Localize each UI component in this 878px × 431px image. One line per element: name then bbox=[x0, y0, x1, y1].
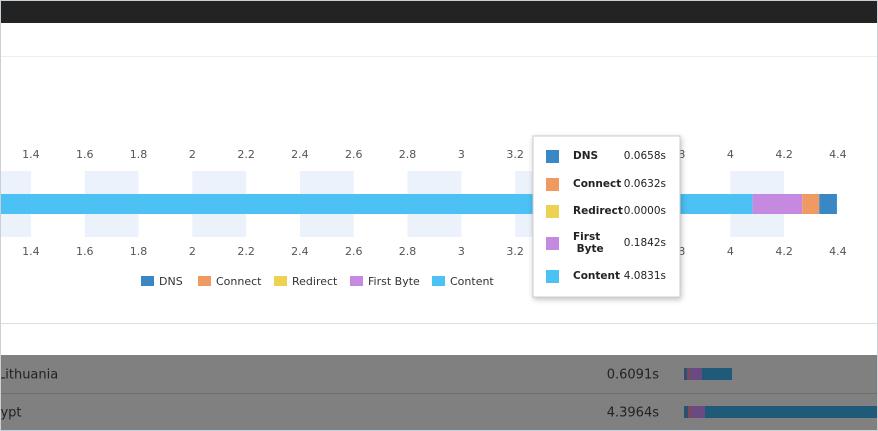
x-tick-label: 2.2 bbox=[237, 148, 255, 161]
tooltip-label: Content bbox=[573, 270, 620, 282]
tooltip-label: First Byte bbox=[573, 231, 604, 255]
x-tick-label: 3.2 bbox=[506, 148, 524, 161]
x-tick-label: 4 bbox=[727, 245, 734, 258]
x-tick-label: 2.6 bbox=[345, 245, 363, 258]
mini-bar bbox=[684, 368, 878, 418]
tooltip-swatch bbox=[546, 205, 559, 218]
x-tick-label: 4.2 bbox=[775, 245, 793, 258]
country: Lithuania bbox=[0, 368, 58, 383]
x-tick-label: 2.4 bbox=[291, 148, 309, 161]
x-tick-label: 4.2 bbox=[775, 148, 793, 161]
tooltip-label: Redirect bbox=[573, 205, 623, 217]
legend-label: Content bbox=[450, 275, 494, 288]
top-bar bbox=[0, 0, 878, 23]
tooltip-swatch bbox=[546, 270, 559, 283]
tooltip: DNS 0.0658s Connect 0.0632s Redirect 0.0000s F… bbox=[532, 135, 681, 298]
x-tick-label: 1.4 bbox=[22, 148, 40, 161]
x-tick-label: 4 bbox=[727, 148, 734, 161]
x-tick-label: 2 bbox=[189, 245, 196, 258]
legend-swatch bbox=[350, 276, 363, 286]
country: Egypt bbox=[0, 406, 22, 421]
x-tick-label: 2.4 bbox=[291, 245, 309, 258]
x-tick-label: 1.4 bbox=[22, 245, 40, 258]
x-tick-label: 1.8 bbox=[130, 245, 148, 258]
legend-label: Connect bbox=[216, 275, 262, 288]
x-tick-label: 2 bbox=[189, 148, 196, 161]
legend-label: DNS bbox=[159, 275, 183, 288]
legend: DNS Connect Redirect First Byte Content bbox=[141, 275, 494, 288]
tooltip-swatch bbox=[546, 178, 559, 191]
x-tick-label: 2.6 bbox=[345, 148, 363, 161]
legend-swatch bbox=[198, 276, 211, 286]
tooltip-label: Connect bbox=[573, 178, 621, 190]
legend-label: First Byte bbox=[368, 275, 420, 288]
x-tick-label: 3 bbox=[458, 148, 465, 161]
bar-segment bbox=[819, 194, 837, 214]
time: 4.3964s bbox=[607, 406, 659, 421]
tooltip-value: 0.0658s bbox=[624, 150, 666, 162]
x-tick-label: 4.4 bbox=[829, 245, 847, 258]
tooltip-label: DNS bbox=[573, 150, 598, 162]
tooltip-value: 0.1842s bbox=[624, 237, 666, 249]
x-tick-label: 2.8 bbox=[399, 148, 417, 161]
bar-segment bbox=[752, 194, 803, 214]
tooltip-value: 0.0632s bbox=[624, 178, 666, 190]
x-tick-label: 2.2 bbox=[237, 245, 255, 258]
x-tick-label: 4.4 bbox=[829, 148, 847, 161]
tooltip-swatch bbox=[546, 237, 559, 250]
tooltip-value: 4.0831s bbox=[624, 270, 666, 282]
x-tick-label: 3 bbox=[458, 245, 465, 258]
x-tick-label: 3.2 bbox=[506, 245, 524, 258]
tooltip-swatch bbox=[546, 150, 559, 163]
x-tick-label: 1.8 bbox=[130, 148, 148, 161]
legend-swatch bbox=[141, 276, 154, 286]
legend-swatch bbox=[274, 276, 287, 286]
x-tick-label: 1.6 bbox=[76, 245, 94, 258]
tooltip-value: 0.0000s bbox=[624, 205, 666, 217]
x-tick-label: 1.6 bbox=[76, 148, 94, 161]
table: Lithuania 0.6091s Egypt 4.3964s bbox=[0, 355, 878, 431]
legend-swatch bbox=[432, 276, 445, 286]
legend-label: Redirect bbox=[292, 275, 338, 288]
time: 0.6091s bbox=[607, 368, 659, 383]
bar-segment bbox=[802, 194, 820, 214]
x-tick-label: 2.8 bbox=[399, 245, 417, 258]
